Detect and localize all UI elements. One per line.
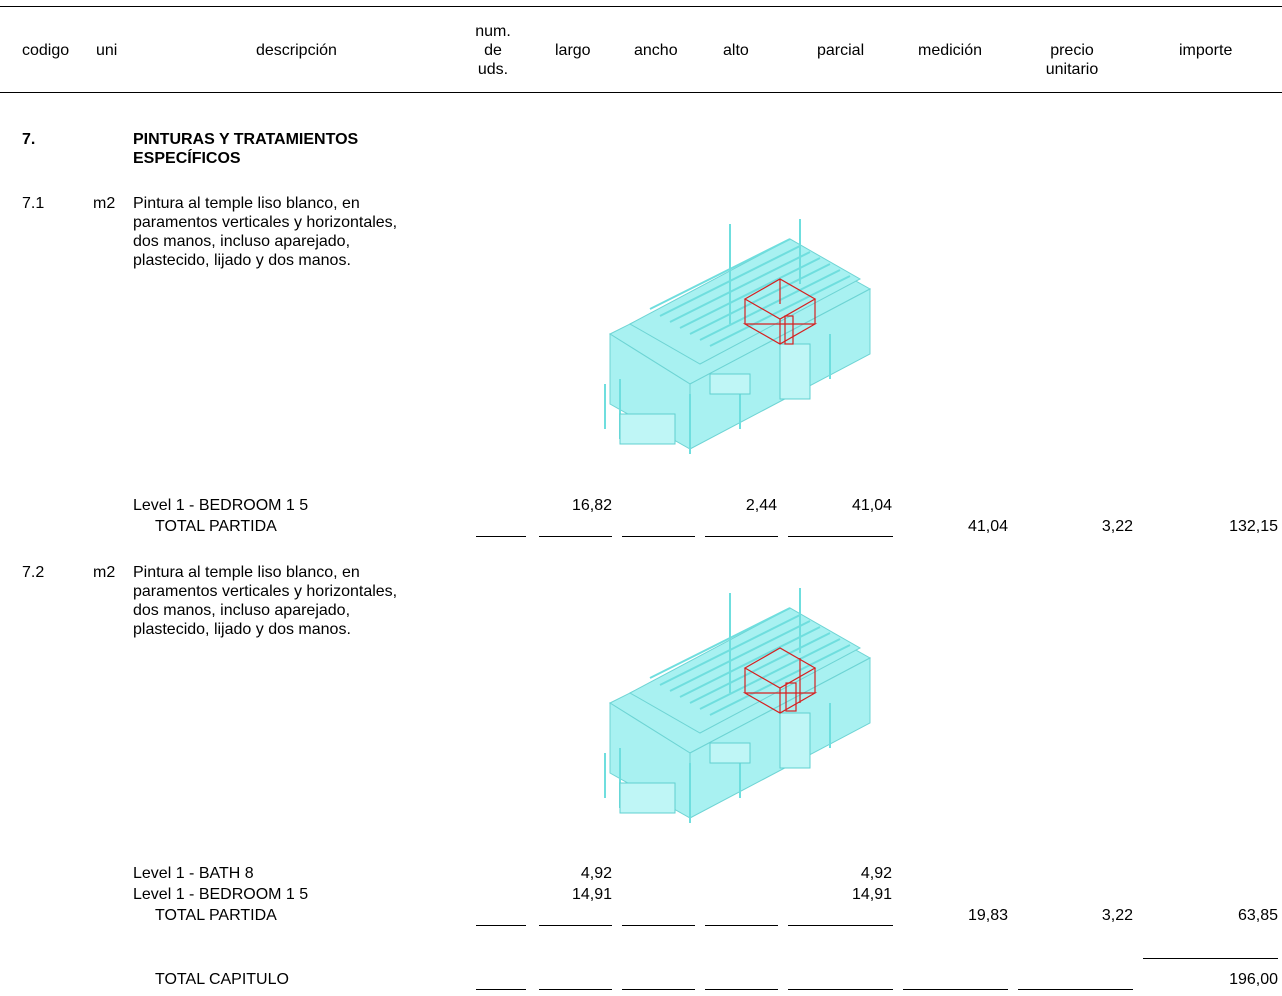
header-precio-line1: precio xyxy=(1050,42,1094,59)
underscore-rule xyxy=(788,536,893,537)
header-parcial: parcial xyxy=(817,42,865,59)
header-num-line3: uds. xyxy=(477,61,509,78)
underscore-rule xyxy=(622,925,695,926)
measure-line-parcial: 14,91 xyxy=(851,886,892,903)
total-partida-label: TOTAL PARTIDA xyxy=(155,907,277,924)
measure-line-label: Level 1 - BATH 8 xyxy=(133,865,254,882)
item-description-line: plastecido, lijado y dos manos. xyxy=(133,252,351,269)
header-alto: alto xyxy=(723,42,749,59)
header-ancho: ancho xyxy=(634,42,678,59)
underscore-rule xyxy=(788,989,893,990)
item-unit: m2 xyxy=(93,564,116,581)
total-capitulo-label: TOTAL CAPITULO xyxy=(155,971,289,988)
measure-line-largo: 14,91 xyxy=(571,886,612,903)
underscore-rule xyxy=(476,989,526,990)
total-partida-precio: 3,22 xyxy=(1101,518,1133,535)
header-importe: importe xyxy=(1179,42,1233,59)
header-num-uds: num. de uds. xyxy=(470,22,516,79)
header-bottom-rule xyxy=(0,92,1282,93)
building-model-image xyxy=(604,588,872,823)
total-partida-medicion: 19,83 xyxy=(967,907,1008,924)
header-largo: largo xyxy=(555,42,591,59)
item-description-line: paramentos verticales y horizontales, xyxy=(133,583,398,600)
chapter-total-top-rule xyxy=(1143,958,1278,959)
underscore-rule xyxy=(539,925,612,926)
header-num-line1: num. xyxy=(475,23,511,40)
total-partida-label: TOTAL PARTIDA xyxy=(155,518,277,535)
underscore-rule xyxy=(476,536,526,537)
header-descripcion: descripción xyxy=(256,42,337,59)
measure-line-largo: 16,82 xyxy=(571,497,612,514)
total-partida-medicion: 41,04 xyxy=(967,518,1008,535)
underscore-rule xyxy=(788,925,893,926)
item-code: 7.2 xyxy=(22,564,45,581)
chapter-title-line1: PINTURAS Y TRATAMIENTOS xyxy=(133,131,359,148)
header-precio-line2: unitario xyxy=(1045,61,1099,78)
total-partida-importe: 63,85 xyxy=(1237,907,1278,924)
item-description-line: Pintura al temple liso blanco, en xyxy=(133,195,360,212)
item-description-line: dos manos, incluso aparejado, xyxy=(133,233,351,250)
header-uni: uni xyxy=(96,42,118,59)
measure-line-largo: 4,92 xyxy=(580,865,612,882)
header-codigo: codigo xyxy=(22,42,70,59)
item-description-line: dos manos, incluso aparejado, xyxy=(133,602,351,619)
header-top-rule xyxy=(0,6,1282,7)
building-model-image xyxy=(604,219,872,454)
underscore-rule xyxy=(622,536,695,537)
total-partida-precio: 3,22 xyxy=(1101,907,1133,924)
header-precio-unitario: precio unitario xyxy=(1032,41,1112,79)
chapter-title-line2: ESPECÍFICOS xyxy=(133,150,241,167)
underscore-rule xyxy=(539,989,612,990)
underscore-rule xyxy=(705,989,778,990)
measure-line-parcial: 4,92 xyxy=(860,865,892,882)
underscore-rule xyxy=(1018,989,1133,990)
underscore-rule xyxy=(539,536,612,537)
item-code: 7.1 xyxy=(22,195,45,212)
measure-line-parcial: 41,04 xyxy=(851,497,892,514)
header-num-line2: de xyxy=(484,42,502,59)
item-description-line: Pintura al temple liso blanco, en xyxy=(133,564,360,581)
item-description: Pintura al temple liso blanco, en parame… xyxy=(133,563,453,639)
underscore-rule xyxy=(705,925,778,926)
total-partida-importe: 132,15 xyxy=(1229,518,1278,535)
measure-line-label: Level 1 - BEDROOM 1 5 xyxy=(133,497,309,514)
measure-line-label: Level 1 - BEDROOM 1 5 xyxy=(133,886,309,903)
underscore-rule xyxy=(705,536,778,537)
underscore-rule xyxy=(622,989,695,990)
header-medicion: medición xyxy=(918,42,983,59)
underscore-rule xyxy=(903,989,1008,990)
item-description-line: paramentos verticales y horizontales, xyxy=(133,214,398,231)
measure-line-alto: 2,44 xyxy=(745,497,777,514)
item-description-line: plastecido, lijado y dos manos. xyxy=(133,621,351,638)
underscore-rule xyxy=(476,925,526,926)
chapter-code: 7. xyxy=(22,131,36,148)
item-description: Pintura al temple liso blanco, en parame… xyxy=(133,194,453,270)
total-capitulo-importe: 196,00 xyxy=(1229,971,1278,988)
item-unit: m2 xyxy=(93,195,116,212)
